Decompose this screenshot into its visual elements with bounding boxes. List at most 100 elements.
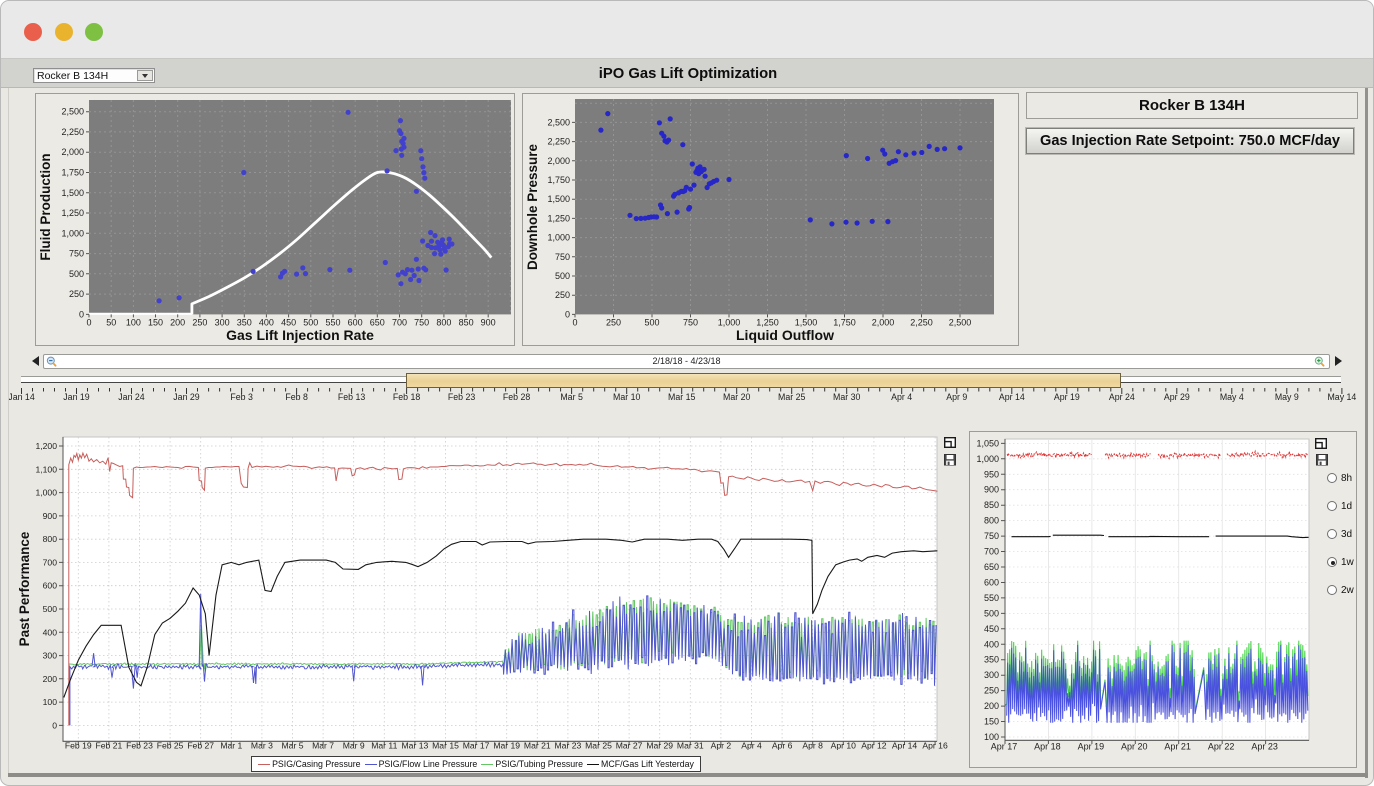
svg-text:Mar 31: Mar 31 <box>677 741 704 751</box>
svg-text:400: 400 <box>43 627 58 637</box>
svg-text:Gas Lift Injection Rate: Gas Lift Injection Rate <box>226 327 374 343</box>
svg-text:850: 850 <box>459 318 474 328</box>
svg-text:850: 850 <box>984 500 999 510</box>
svg-text:500: 500 <box>43 604 58 614</box>
svg-text:1,500: 1,500 <box>795 318 818 328</box>
svg-text:550: 550 <box>984 593 999 603</box>
svg-text:1,100: 1,100 <box>35 464 57 474</box>
svg-text:Apr 2: Apr 2 <box>711 741 732 751</box>
svg-text:950: 950 <box>984 469 999 479</box>
svg-text:Jan 29: Jan 29 <box>173 392 200 402</box>
svg-text:Jan 19: Jan 19 <box>63 392 90 402</box>
svg-text:0: 0 <box>565 309 570 319</box>
svg-text:250: 250 <box>192 318 207 328</box>
svg-text:1,750: 1,750 <box>547 175 570 185</box>
svg-text:Feb 18: Feb 18 <box>393 392 420 402</box>
svg-text:2,500: 2,500 <box>547 117 570 127</box>
svg-text:Mar 20: Mar 20 <box>723 392 750 402</box>
svg-text:800: 800 <box>984 516 999 526</box>
svg-text:Apr 20: Apr 20 <box>1121 742 1148 752</box>
svg-text:100: 100 <box>984 732 999 742</box>
svg-text:450: 450 <box>281 318 296 328</box>
svg-text:250: 250 <box>555 290 570 300</box>
svg-text:Mar 17: Mar 17 <box>463 741 490 751</box>
svg-text:700: 700 <box>43 557 58 567</box>
svg-text:750: 750 <box>683 318 698 328</box>
svg-text:Apr 12: Apr 12 <box>861 741 887 751</box>
svg-text:Apr 22: Apr 22 <box>1208 742 1235 752</box>
svg-text:1,750: 1,750 <box>61 168 84 178</box>
svg-text:Mar 3: Mar 3 <box>251 741 273 751</box>
svg-text:Apr 16: Apr 16 <box>922 741 948 751</box>
svg-text:Mar 27: Mar 27 <box>616 741 643 751</box>
svg-text:Mar 10: Mar 10 <box>613 392 640 402</box>
svg-text:Apr 14: Apr 14 <box>999 392 1025 402</box>
svg-text:100: 100 <box>43 697 58 707</box>
svg-text:Feb 23: Feb 23 <box>448 392 475 402</box>
svg-text:350: 350 <box>237 318 252 328</box>
svg-text:Apr 21: Apr 21 <box>1164 742 1191 752</box>
svg-text:Apr 8: Apr 8 <box>802 741 823 751</box>
svg-text:Apr 18: Apr 18 <box>1034 742 1061 752</box>
svg-text:Mar 13: Mar 13 <box>402 741 429 751</box>
svg-text:Apr 19: Apr 19 <box>1078 742 1105 752</box>
svg-text:1,000: 1,000 <box>547 233 570 243</box>
svg-text:Mar 5: Mar 5 <box>560 392 583 402</box>
svg-text:300: 300 <box>984 670 999 680</box>
svg-text:May 4: May 4 <box>1220 392 1244 402</box>
svg-text:200: 200 <box>43 674 58 684</box>
svg-text:300: 300 <box>43 651 58 661</box>
svg-text:Feb 8: Feb 8 <box>285 392 308 402</box>
svg-text:1,050: 1,050 <box>976 438 999 448</box>
svg-text:Downhole Pressure: Downhole Pressure <box>525 143 540 270</box>
svg-text:May 9: May 9 <box>1275 392 1299 402</box>
svg-text:1,750: 1,750 <box>833 318 856 328</box>
svg-text:500: 500 <box>69 269 84 279</box>
svg-text:0: 0 <box>52 720 57 730</box>
svg-text:Feb 27: Feb 27 <box>187 741 214 751</box>
svg-text:400: 400 <box>259 318 274 328</box>
svg-text:1,250: 1,250 <box>61 208 84 218</box>
svg-text:600: 600 <box>348 318 363 328</box>
svg-text:Apr 6: Apr 6 <box>772 741 793 751</box>
svg-text:350: 350 <box>984 655 999 665</box>
svg-text:650: 650 <box>984 562 999 572</box>
svg-text:0: 0 <box>572 318 577 328</box>
svg-text:500: 500 <box>644 318 659 328</box>
svg-text:1,000: 1,000 <box>61 228 84 238</box>
svg-text:1,500: 1,500 <box>547 194 570 204</box>
svg-text:100: 100 <box>126 318 141 328</box>
svg-text:2,250: 2,250 <box>910 318 933 328</box>
svg-text:Mar 25: Mar 25 <box>585 741 612 751</box>
svg-text:Apr 4: Apr 4 <box>741 741 762 751</box>
svg-text:900: 900 <box>984 485 999 495</box>
svg-text:Past Performance: Past Performance <box>17 531 32 646</box>
svg-text:150: 150 <box>148 318 163 328</box>
svg-text:600: 600 <box>984 578 999 588</box>
svg-text:Mar 7: Mar 7 <box>312 741 334 751</box>
svg-text:650: 650 <box>370 318 385 328</box>
svg-text:May 14: May 14 <box>1327 392 1356 402</box>
svg-text:Feb 3: Feb 3 <box>230 392 253 402</box>
svg-text:Fluid Production: Fluid Production <box>38 153 53 260</box>
svg-text:Apr 23: Apr 23 <box>1251 742 1278 752</box>
svg-text:400: 400 <box>984 639 999 649</box>
svg-text:Mar 15: Mar 15 <box>668 392 695 402</box>
svg-text:500: 500 <box>303 318 318 328</box>
svg-text:0: 0 <box>79 309 84 319</box>
svg-text:Apr 4: Apr 4 <box>891 392 912 402</box>
svg-text:1,000: 1,000 <box>718 318 741 328</box>
svg-text:Mar 5: Mar 5 <box>282 741 304 751</box>
svg-text:Apr 17: Apr 17 <box>991 742 1018 752</box>
svg-text:Mar 1: Mar 1 <box>220 741 242 751</box>
svg-text:500: 500 <box>984 608 999 618</box>
svg-text:600: 600 <box>43 581 58 591</box>
svg-text:Liquid Outflow: Liquid Outflow <box>736 327 834 343</box>
svg-text:900: 900 <box>43 511 58 521</box>
svg-text:250: 250 <box>606 318 621 328</box>
svg-text:Mar 23: Mar 23 <box>555 741 582 751</box>
svg-text:700: 700 <box>392 318 407 328</box>
svg-text:750: 750 <box>69 249 84 259</box>
svg-text:Mar 15: Mar 15 <box>432 741 459 751</box>
svg-text:Feb 25: Feb 25 <box>157 741 184 751</box>
